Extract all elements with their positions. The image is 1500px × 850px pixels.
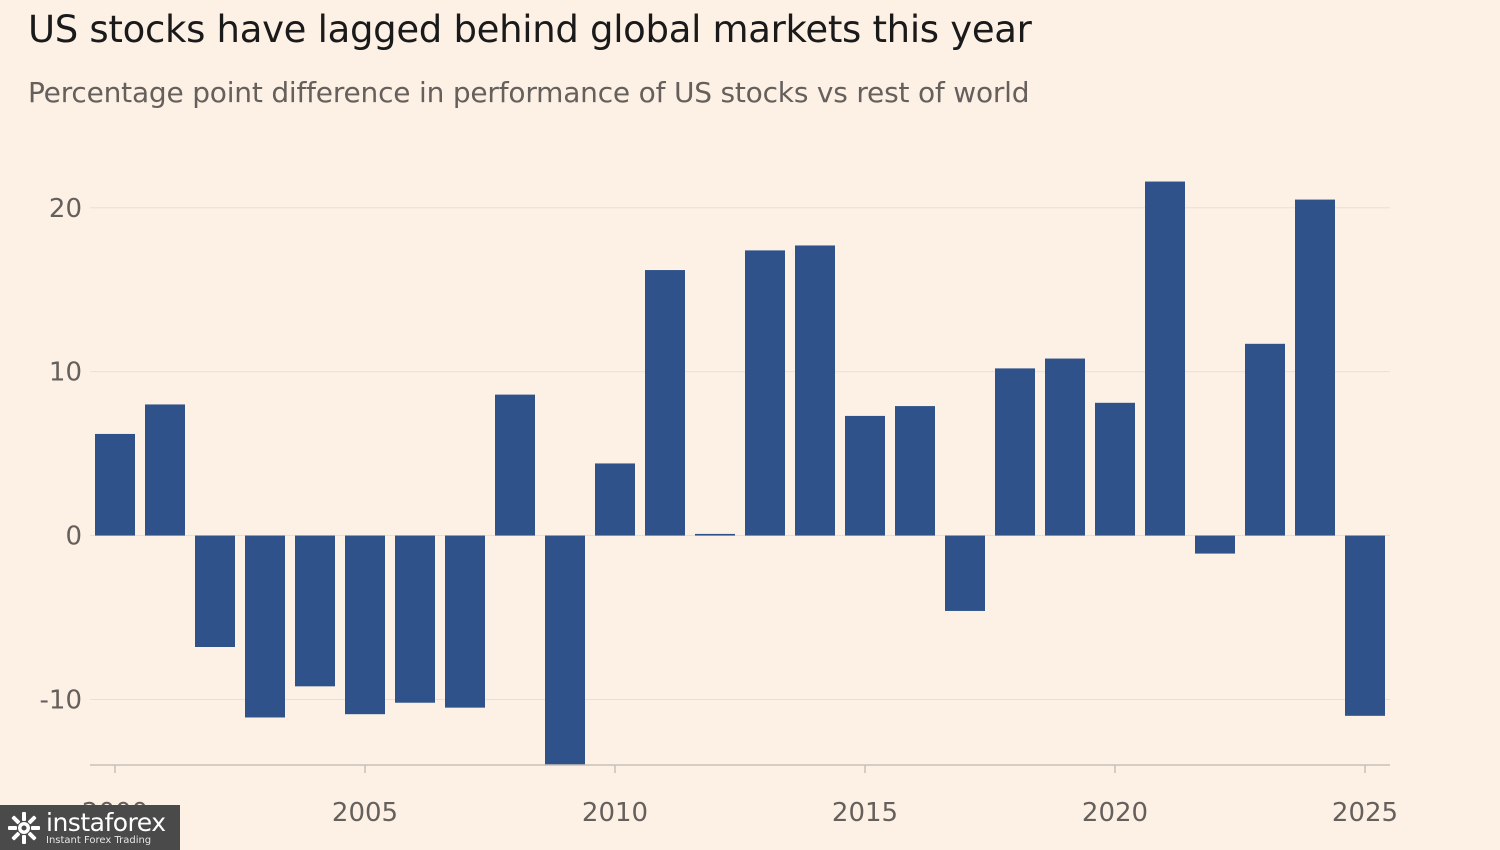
- x-tick-label-2020: 2020: [1082, 798, 1148, 828]
- x-tick-label-2015: 2015: [832, 798, 898, 828]
- y-tick-label-10: 10: [49, 358, 82, 388]
- y-tick-labels: -10 0 10 20: [40, 194, 82, 716]
- bar-2002: [195, 535, 235, 647]
- bar-2008: [495, 394, 535, 536]
- instaforex-logo-icon: [8, 811, 40, 844]
- bar-2017: [945, 535, 985, 611]
- x-tick-labels: 200020052010201520202025: [82, 798, 1398, 828]
- y-tick-label-0: 0: [65, 522, 82, 552]
- bars: [95, 181, 1385, 765]
- bar-2022: [1195, 535, 1235, 554]
- x-axis: [90, 764, 1390, 773]
- y-tick-label--10: -10: [40, 685, 82, 715]
- bar-2013: [745, 250, 785, 536]
- watermark-brand-name: instaforex: [46, 807, 166, 837]
- bar-2010: [595, 463, 635, 536]
- y-tick-label-20: 20: [49, 194, 82, 224]
- bar-2011: [645, 270, 685, 536]
- bar-2021: [1145, 181, 1185, 536]
- bar-2000: [95, 433, 135, 536]
- instaforex-watermark: instaforex Instant Forex Trading: [0, 805, 180, 850]
- x-tick-label-2025: 2025: [1332, 798, 1398, 828]
- bar-2009: [545, 535, 585, 765]
- bar-2023: [1245, 343, 1285, 536]
- bar-2003: [245, 535, 285, 718]
- chart-subtitle: Percentage point difference in performan…: [28, 76, 1030, 109]
- watermark-tagline: Instant Forex Trading: [46, 834, 152, 846]
- bar-2012: [695, 533, 735, 536]
- bar-2014: [795, 245, 835, 536]
- bar-2004: [295, 535, 335, 687]
- x-tick-label-2010: 2010: [582, 798, 648, 828]
- bar-2020: [1095, 402, 1135, 536]
- bar-2025: [1345, 535, 1385, 716]
- chart-title: US stocks have lagged behind global mark…: [28, 8, 1032, 51]
- x-tick-label-2005: 2005: [332, 798, 398, 828]
- bar-2015: [845, 415, 885, 536]
- bar-2007: [445, 535, 485, 708]
- bar-2005: [345, 535, 385, 715]
- bar-2001: [145, 404, 185, 536]
- bar-2019: [1045, 358, 1085, 536]
- bar-2024: [1295, 199, 1335, 536]
- bar-2016: [895, 406, 935, 536]
- bar-2006: [395, 535, 435, 703]
- bar-2018: [995, 368, 1035, 536]
